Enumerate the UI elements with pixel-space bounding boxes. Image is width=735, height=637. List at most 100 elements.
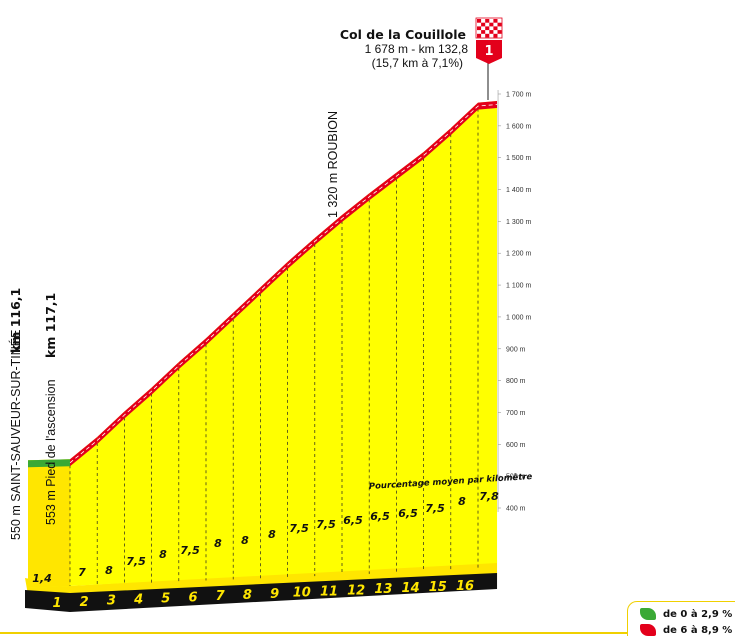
- km-label: 3: [107, 594, 116, 609]
- gradient-label: 7,5: [126, 555, 146, 568]
- altitude-tick-label: 800 m: [506, 378, 526, 385]
- profile-area: [28, 101, 498, 588]
- altitude-tick-label: 1 400 m: [506, 187, 531, 194]
- profile-segment: [206, 312, 234, 346]
- altitude-tick-label: 700 m: [506, 410, 526, 417]
- km-label: 1: [52, 596, 61, 611]
- km-label: 11: [320, 585, 338, 600]
- profile-segment: [450, 102, 478, 136]
- profile-segment: [369, 172, 397, 201]
- start-block: [28, 459, 70, 588]
- km-label: 2: [80, 595, 89, 610]
- km-band: [25, 573, 498, 612]
- flag-check: [489, 30, 494, 34]
- flag-check: [485, 26, 490, 31]
- flag-check: [493, 19, 498, 23]
- checkered-flag-icon: [475, 17, 503, 39]
- altitude-tick-label: 1 300 m: [506, 219, 531, 226]
- altitude-tick-label: 1 500 m: [506, 155, 531, 162]
- summit-info-line1: 1 678 m - km 132,8: [365, 42, 469, 56]
- gradient-label: 7,8: [479, 490, 499, 503]
- flag-check: [493, 33, 498, 38]
- altitude-tick-label: 1 700 m: [506, 92, 531, 99]
- gradient-label: 6,5: [343, 514, 363, 527]
- legend-swatch-green: [640, 608, 656, 620]
- altitude-tick-label: 1 600 m: [506, 123, 531, 130]
- profile-segment: [342, 193, 370, 223]
- gradient-label: 8: [458, 495, 466, 508]
- km-label: 10: [293, 586, 311, 601]
- gradient-label: 7,5: [180, 544, 200, 557]
- gradient-label: 8: [241, 534, 249, 547]
- km-label: 5: [161, 591, 170, 606]
- legend-item-green: de 0 à 2,9 %: [640, 607, 732, 621]
- category-flag: 1: [475, 17, 503, 100]
- profile-segment: [97, 411, 125, 444]
- km-label: 14: [402, 581, 420, 596]
- flag-check: [481, 30, 486, 34]
- gradient-label: 7: [78, 566, 86, 579]
- legend-label-green: de 0 à 2,9 %: [663, 608, 733, 620]
- altitude-tick-label: 500 m: [506, 474, 526, 481]
- bottom-border: [0, 632, 627, 634]
- gradient-label: 7,5: [425, 502, 445, 515]
- km-label: 7: [216, 589, 226, 604]
- altitude-tick-label: 900 m: [506, 346, 526, 353]
- km-label: 4: [133, 593, 143, 608]
- flag-check: [477, 33, 482, 38]
- flag-check: [497, 30, 502, 34]
- category-number: 1: [484, 44, 493, 59]
- profile-segment: [478, 101, 498, 110]
- altitude-tick-label: 1 200 m: [506, 251, 531, 258]
- roubion-label: 1 320 m ROUBION: [326, 111, 340, 218]
- summit-info-line2: (15,7 km à 7,1%): [372, 56, 463, 70]
- ascent-start-name: 553 m Pied de l'ascension: [44, 379, 58, 525]
- altitude-tick-label: 1 100 m: [506, 283, 531, 290]
- gradient-label: 8: [214, 537, 222, 550]
- flag-check: [481, 22, 486, 27]
- km-label: 9: [270, 587, 279, 602]
- gradient-label: 1,4: [32, 572, 52, 585]
- legend-label-red: de 6 à 8,9 %: [663, 624, 733, 636]
- summit-name: Col de la Couillole: [340, 27, 466, 42]
- start-point-name: 550 m SAINT-SAUVEUR-SUR-TINÉE: [8, 330, 23, 540]
- profile-segment: [28, 459, 70, 468]
- legend-swatch-red: [640, 624, 656, 636]
- km-label: 16: [456, 579, 474, 594]
- flag-check: [485, 19, 490, 23]
- category-badge: [476, 40, 502, 64]
- gradient-label: 8: [105, 564, 113, 577]
- gradient-label: 8: [268, 528, 276, 541]
- gradient-label: 6,5: [398, 507, 418, 520]
- start-point-km: km 116,1: [8, 288, 23, 353]
- profile-segment: [287, 237, 315, 269]
- profile-segment: [124, 387, 152, 419]
- roubion-name: 1 320 m ROUBION: [326, 111, 340, 218]
- altitude-tick-label: 600 m: [506, 442, 526, 449]
- flag-check: [489, 22, 494, 27]
- km-label: 15: [429, 580, 447, 595]
- flag-check: [493, 26, 498, 31]
- flag-check: [477, 19, 482, 23]
- km-label: 12: [347, 583, 365, 598]
- flag-check: [477, 26, 482, 31]
- ascent-start-label: 553 m Pied de l'ascension: [44, 379, 58, 525]
- ascent-start-km: km 117,1: [43, 293, 58, 358]
- km-label: 6: [188, 590, 197, 605]
- ground-strip: [25, 560, 498, 598]
- altitude-tick-label: 1 000 m: [506, 314, 531, 321]
- profile-segment: [314, 215, 342, 245]
- km-label: 8: [243, 588, 252, 603]
- km-label: 13: [374, 582, 392, 597]
- gradient-label: 7,5: [316, 518, 336, 531]
- altitude-tick-label: 400 m: [506, 506, 526, 513]
- flag-check: [497, 22, 502, 27]
- legend-item-red: de 6 à 8,9 %: [640, 623, 732, 637]
- gradient-label: 6,5: [370, 510, 390, 523]
- flag-check: [485, 33, 490, 38]
- gradient-label: 7,5: [289, 522, 309, 535]
- gradient-legend: de 0 à 2,9 % de 6 à 8,9 %: [627, 601, 735, 636]
- start-point-label: 550 m SAINT-SAUVEUR-SUR-TINÉE: [8, 330, 23, 540]
- gradient-label: 8: [159, 548, 167, 561]
